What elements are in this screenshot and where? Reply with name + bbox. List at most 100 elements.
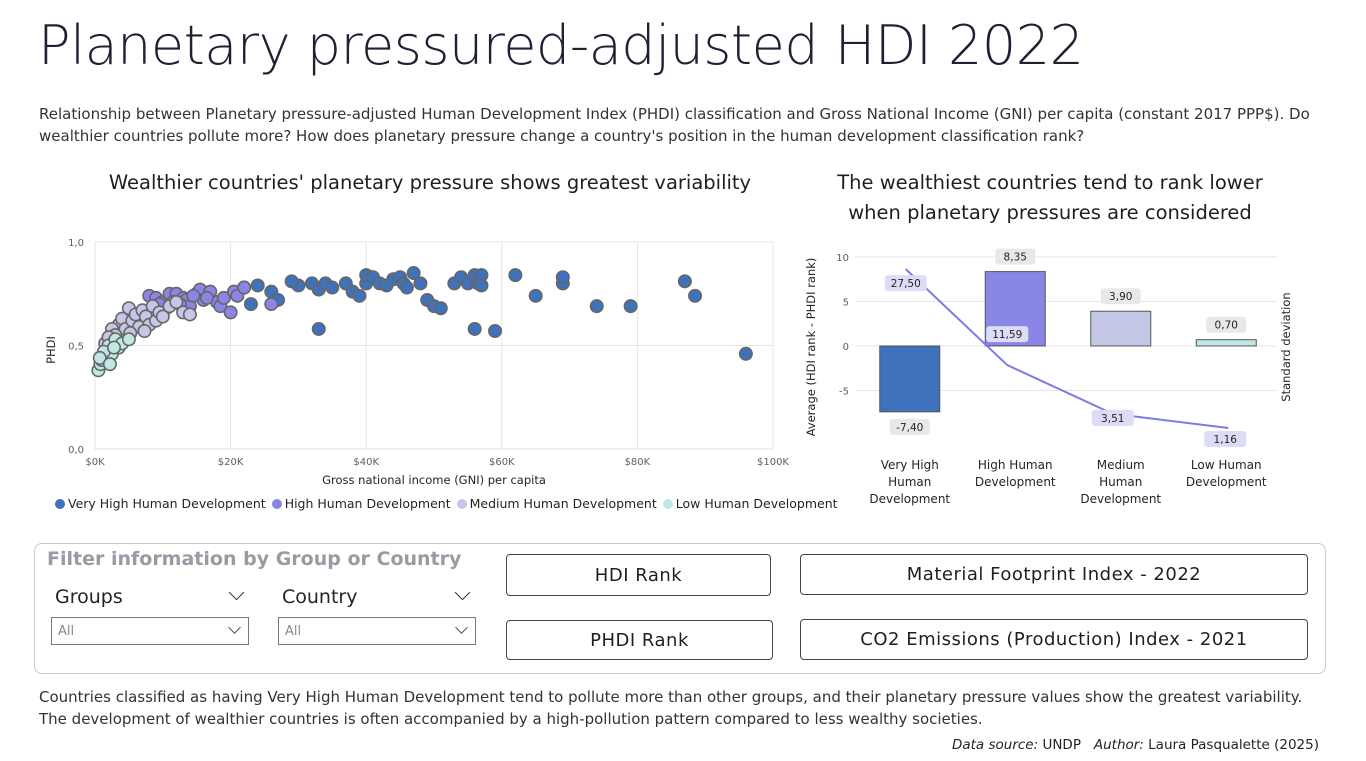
bar-category-label: Development <box>869 492 950 506</box>
line-data-label: 3,51 <box>1101 413 1124 425</box>
legend-item[interactable]: High Human Development <box>271 496 451 511</box>
bar-data-label: 8,35 <box>1004 252 1027 264</box>
scatter-point[interactable] <box>121 332 136 347</box>
country-dropdown-value: All <box>285 624 302 639</box>
scatter-point[interactable] <box>92 350 107 365</box>
legend-item[interactable]: Low Human Development <box>662 496 838 511</box>
bar-y-axis-label: Average (HDI rank - PHDI rank) <box>804 258 818 437</box>
scatter-point[interactable] <box>399 280 414 295</box>
bar-category-label: High Human <box>978 458 1053 472</box>
scatter-point[interactable] <box>325 280 340 295</box>
filter-panel <box>34 543 1326 674</box>
page-title: Planetary pressured-adjusted HDI 2022 <box>38 14 1084 77</box>
scatter-point[interactable] <box>474 278 489 293</box>
scatter-point[interactable] <box>688 288 703 303</box>
scatter-point[interactable] <box>311 321 326 336</box>
scatter-point[interactable] <box>137 324 152 339</box>
legend-label: Low Human Development <box>675 496 838 511</box>
bar-data-label: 3,90 <box>1109 291 1132 303</box>
legend-label: Very High Human Development <box>68 496 266 511</box>
scatter-point[interactable] <box>199 290 214 305</box>
scatter-x-tick-label: $40K <box>353 457 379 468</box>
scatter-point[interactable] <box>738 346 753 361</box>
chevron-down-icon <box>455 621 468 634</box>
bar-chart-title: The wealthiest countries tend to rank lo… <box>790 168 1310 228</box>
legend-item[interactable]: Very High Human Development <box>55 496 266 511</box>
scatter-point[interactable] <box>223 305 238 320</box>
scatter-x-tick-label: $80K <box>625 457 651 468</box>
scatter-point[interactable] <box>243 297 258 312</box>
bar-category-label: Human <box>1099 475 1142 489</box>
bar-category-label: Medium <box>1097 458 1145 472</box>
bar-y-tick-label: -5 <box>839 386 849 397</box>
bar-chart-title-line2: when planetary pressures are considered <box>848 201 1252 224</box>
scatter-y-tick-label: 0,0 <box>68 445 84 456</box>
line-data-label: 27,50 <box>891 278 921 290</box>
bar[interactable] <box>879 345 941 413</box>
co2-emissions-button[interactable]: CO2 Emissions (Production) Index - 2021 <box>800 619 1308 660</box>
scatter-point[interactable] <box>155 309 170 324</box>
bar-data-label-bg <box>1100 288 1141 305</box>
scatter-point[interactable] <box>433 301 448 316</box>
country-dropdown[interactable]: All <box>278 617 476 645</box>
scatter-point[interactable] <box>186 288 201 303</box>
line-data-label-bg <box>1204 431 1247 448</box>
scatter-point[interactable] <box>589 299 604 314</box>
bar-category-label: Low Human <box>1191 458 1262 472</box>
scatter-point[interactable] <box>237 280 252 295</box>
legend-dot-icon <box>456 498 467 509</box>
legend-dot-icon <box>271 498 282 509</box>
scatter-legend: Very High Human Development High Human De… <box>55 496 838 511</box>
scatter-point[interactable] <box>264 297 279 312</box>
scatter-point[interactable] <box>677 274 692 289</box>
groups-slicer-label: Groups <box>55 586 123 608</box>
scatter-point[interactable] <box>169 295 184 310</box>
scatter-point[interactable] <box>406 266 421 281</box>
scatter-point[interactable] <box>250 278 265 293</box>
data-source-label: Data source: <box>951 737 1039 753</box>
legend-label: Medium Human Development <box>469 496 657 511</box>
credits: Data source: UNDP Author: Laura Pasquale… <box>952 737 1319 753</box>
bar-chart-title-line1: The wealthiest countries tend to rank lo… <box>837 171 1263 194</box>
scatter-point[interactable] <box>413 276 428 291</box>
scatter-x-axis-label: Gross national income (GNI) per capita <box>322 473 546 487</box>
groups-dropdown[interactable]: All <box>51 617 249 645</box>
bar-category-label: Human <box>888 475 931 489</box>
bar-y2-axis-label: Standard deviation <box>1279 292 1293 401</box>
phdi-rank-button[interactable]: PHDI Rank <box>506 620 773 660</box>
scatter-chart[interactable]: $0K $20K $40K $60K $80K $100K 0,0 0,5 1,0 PHDI G… <box>0 225 800 495</box>
scatter-point[interactable] <box>102 357 117 372</box>
scatter-point[interactable] <box>555 270 570 285</box>
legend-dot-icon <box>662 498 673 509</box>
scatter-point[interactable] <box>216 290 231 305</box>
material-footprint-button[interactable]: Material Footprint Index - 2022 <box>800 554 1308 595</box>
scatter-point[interactable] <box>623 299 638 314</box>
bar[interactable] <box>1090 310 1152 347</box>
std-dev-line[interactable] <box>905 268 1229 429</box>
legend-item[interactable]: Medium Human Development <box>456 496 657 511</box>
groups-dropdown-value: All <box>58 624 75 639</box>
bar-line-chart[interactable]: 10 5 0 -5 -7,40 Very High Human Development 8,3… <box>795 235 1325 510</box>
scatter-point[interactable] <box>467 321 482 336</box>
hdi-rank-button[interactable]: HDI Rank <box>506 554 771 596</box>
scatter-point[interactable] <box>528 288 543 303</box>
scatter-point[interactable] <box>106 340 121 355</box>
line-data-label-bg <box>884 275 927 292</box>
bar-category-label: Very High <box>881 458 939 472</box>
scatter-point[interactable] <box>508 268 523 283</box>
line-data-label: 1,16 <box>1214 434 1238 446</box>
scatter-point[interactable] <box>182 307 197 322</box>
bar[interactable] <box>1195 339 1257 347</box>
line-data-label-bg <box>1091 409 1134 426</box>
scatter-x-tick-label: $60K <box>489 457 515 468</box>
scatter-point[interactable] <box>352 288 367 303</box>
bar-data-label: 0,70 <box>1215 320 1238 332</box>
legend-dot-icon <box>55 498 65 509</box>
line-data-label-bg <box>986 326 1029 343</box>
scatter-point[interactable] <box>284 274 299 289</box>
bar-category-label: Development <box>1186 475 1267 489</box>
bar-y-tick-label: 5 <box>843 297 849 308</box>
scatter-x-tick-label: $20K <box>218 457 244 468</box>
scatter-point[interactable] <box>488 324 503 339</box>
bar-y-tick-label: 10 <box>836 253 849 264</box>
